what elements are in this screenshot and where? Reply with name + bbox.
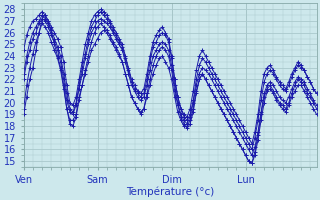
X-axis label: Température (°c): Température (°c): [126, 186, 214, 197]
